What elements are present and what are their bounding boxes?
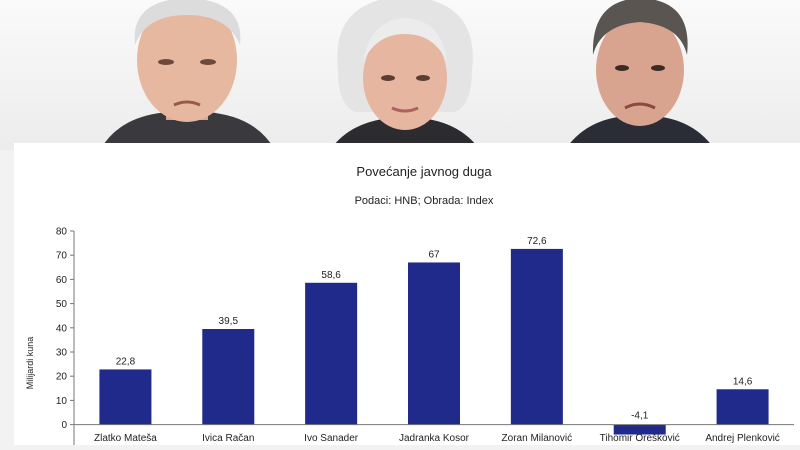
value-labels: 22,8 39,5 58,6 67 72,6 -4,1 14,6	[116, 236, 753, 422]
y-tick-label: 0	[61, 420, 67, 431]
portrait-man-white-hair-icon	[100, 0, 275, 150]
y-tick-label: 10	[56, 396, 68, 407]
bar	[99, 369, 152, 425]
category-label: Ivo Sanader	[304, 433, 359, 444]
value-label: 14,6	[733, 376, 753, 387]
category-label: Andrej Plenković	[705, 433, 779, 444]
portrait-woman-white-hair-icon	[330, 0, 480, 150]
chart-subtitle: Podaci: HNB; Obrada: Index	[355, 195, 494, 207]
y-tick-label: 20	[56, 372, 68, 383]
chart-panel: Povećanje javnog duga Podaci: HNB; Obrad…	[14, 143, 800, 450]
y-tick-label: 80	[56, 227, 68, 238]
y-tick-label: 30	[56, 348, 68, 359]
value-label: 22,8	[116, 356, 136, 367]
bars	[99, 248, 769, 435]
value-label: 58,6	[321, 270, 341, 281]
debt-increase-bar-chart: Povećanje javnog duga Podaci: HNB; Obrad…	[25, 164, 794, 450]
chart-title: Povećanje javnog duga	[356, 164, 492, 179]
value-label: 72,6	[527, 236, 547, 247]
value-label: 67	[428, 249, 440, 260]
y-tick-label: 60	[56, 275, 68, 286]
category-label: Tihomir Orešković	[600, 433, 680, 444]
category-label: Jadranka Kosor	[399, 433, 470, 444]
category-label: Ivica Račan	[202, 433, 254, 444]
y-tick-label: 50	[56, 299, 68, 310]
bar	[202, 329, 255, 425]
category-label: Zoran Milanović	[502, 433, 573, 444]
bar	[408, 262, 460, 425]
bar	[716, 389, 769, 425]
y-tick-label: 70	[56, 251, 68, 262]
photo-strip	[0, 0, 800, 150]
bar	[510, 248, 563, 425]
portrait-man-dark-hair-icon	[565, 0, 715, 150]
y-tick-label: 40	[56, 323, 68, 334]
y-axis-label: Milijardi kuna	[25, 337, 35, 390]
bar	[305, 282, 358, 425]
value-label: -4,1	[631, 411, 649, 422]
bar	[613, 424, 666, 435]
value-label: 39,5	[219, 316, 239, 327]
category-label: Zlatko Mateša	[94, 433, 157, 444]
category-labels: Zlatko Mateša Ivica Račan Ivo Sanader Jadra…	[94, 433, 780, 444]
